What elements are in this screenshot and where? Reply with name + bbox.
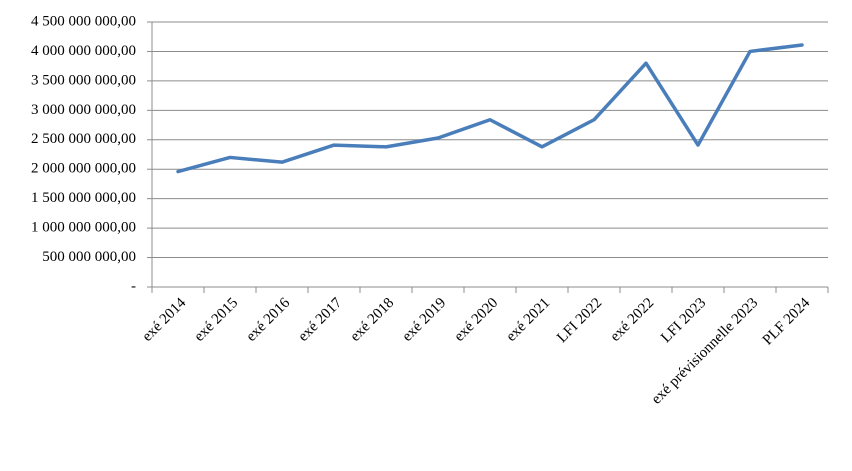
- x-tick-label: exé 2021: [503, 295, 553, 345]
- y-tick-label: 1 000 000 000,00: [31, 220, 136, 236]
- x-tick-label: exé 2017: [295, 295, 345, 345]
- y-tick-label: 1 500 000 000,00: [31, 190, 136, 206]
- x-tick-label: exé 2014: [139, 295, 189, 345]
- y-tick-label: 3 500 000 000,00: [31, 72, 136, 88]
- x-tick-label: exé 2016: [243, 295, 293, 345]
- x-tick-label: exé 2020: [451, 295, 501, 345]
- x-tick-label: exé 2015: [191, 295, 241, 345]
- y-tick-label: 500 000 000,00: [42, 249, 136, 265]
- y-tick-label: 4 000 000 000,00: [31, 43, 136, 59]
- x-tick-label: LFI 2022: [554, 295, 605, 346]
- y-tick-label: 3 000 000 000,00: [31, 102, 136, 118]
- line-series: [176, 43, 804, 174]
- y-tick-label: 4 500 000 000,00: [31, 13, 136, 29]
- x-tick-label: exé 2019: [399, 295, 449, 345]
- y-tick-label: 2 000 000 000,00: [31, 161, 136, 177]
- x-tick-label: LFI 2023: [658, 295, 709, 346]
- x-tick-label: exé 2022: [607, 295, 657, 345]
- y-tick-label: 2 500 000 000,00: [31, 131, 136, 147]
- x-tick-label: exé 2018: [347, 295, 397, 345]
- x-tick-label: PLF 2024: [760, 295, 814, 349]
- y-tick-label: -: [131, 278, 136, 294]
- x-tick-label: exé prévisionnelle 2023: [649, 295, 762, 408]
